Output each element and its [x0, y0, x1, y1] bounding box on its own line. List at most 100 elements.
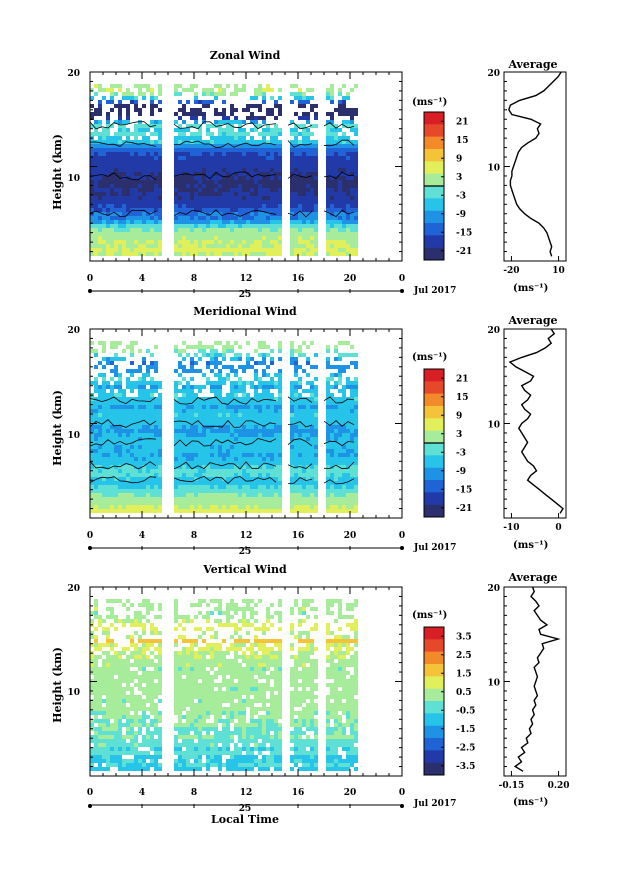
heatmap-cell: [346, 409, 350, 413]
heatmap-cell: [338, 485, 342, 489]
heatmap-cell: [238, 176, 242, 180]
heatmap-cell: [178, 188, 182, 192]
heatmap-cell: [122, 357, 126, 361]
heatmap-cell: [326, 244, 330, 248]
heatmap-cell: [150, 248, 154, 252]
heatmap-cell: [206, 377, 210, 381]
heatmap-cell: [202, 188, 206, 192]
heatmap-cell: [146, 212, 150, 216]
heatmap-cell: [90, 659, 94, 663]
heatmap-cell: [230, 501, 234, 505]
heatmap-cell: [214, 361, 218, 365]
heatmap-cell: [94, 204, 98, 208]
heatmap-cell: [274, 232, 278, 236]
heatmap-cell: [106, 188, 110, 192]
heatmap-cell: [250, 509, 254, 513]
heatmap-cell: [354, 152, 358, 156]
heatmap-cell: [302, 417, 306, 421]
heatmap-cell: [258, 409, 262, 413]
heatmap-cell: [134, 477, 138, 481]
heatmap-cell: [102, 244, 106, 248]
heatmap-cell: [142, 445, 146, 449]
heatmap-cell: [98, 453, 102, 457]
heatmap-cell: [114, 104, 118, 108]
heatmap-cell: [266, 148, 270, 152]
heatmap-cell: [182, 489, 186, 493]
heatmap-cell: [158, 437, 162, 441]
heatmap-cell: [94, 639, 98, 643]
heatmap-cell: [354, 385, 358, 389]
heatmap-cell: [242, 140, 246, 144]
heatmap-cell: [250, 172, 254, 176]
heatmap-cell: [138, 409, 142, 413]
heatmap-cell: [222, 240, 226, 244]
heatmap-cell: [110, 723, 114, 727]
heatmap-cell: [174, 164, 178, 168]
heatmap-cell: [202, 497, 206, 501]
heatmap-cell: [342, 224, 346, 228]
heatmap-cell: [146, 220, 150, 224]
heatmap-cell: [102, 377, 106, 381]
heatmap-cell: [214, 232, 218, 236]
heatmap-cell: [94, 615, 98, 619]
heatmap-cell: [278, 204, 282, 208]
heatmap-cell: [258, 156, 262, 160]
heatmap-cell: [106, 160, 110, 164]
heatmap-cell: [194, 136, 198, 140]
heatmap-cell: [226, 441, 230, 445]
heatmap-cell: [110, 695, 114, 699]
heatmap-cell: [258, 140, 262, 144]
heatmap-cell: [218, 393, 222, 397]
heatmap-cell: [182, 493, 186, 497]
heatmap-cell: [138, 108, 142, 112]
heatmap-cell: [146, 88, 150, 92]
colorbar-segment: [424, 492, 444, 505]
heatmap-cell: [186, 128, 190, 132]
heatmap-cell: [314, 240, 318, 244]
heatmap-cell: [98, 413, 102, 417]
heatmap-cell: [146, 208, 150, 212]
heatmap-cell: [270, 96, 274, 100]
heatmap-cell: [186, 345, 190, 349]
heatmap-cell: [310, 341, 314, 345]
heatmap-cell: [134, 401, 138, 405]
heatmap-cell: [306, 373, 310, 377]
heatmap-cell: [234, 152, 238, 156]
heatmap-cell: [338, 381, 342, 385]
heatmap-cell: [294, 425, 298, 429]
heatmap-cell: [134, 244, 138, 248]
heatmap-cell: [310, 481, 314, 485]
heatmap-cell: [270, 357, 274, 361]
heatmap-cell: [138, 220, 142, 224]
heatmap-cell: [202, 429, 206, 433]
heatmap-cell: [178, 501, 182, 505]
heatmap-cell: [334, 469, 338, 473]
heatmap-cell: [310, 144, 314, 148]
heatmap-cell: [294, 481, 298, 485]
heatmap-cell: [246, 409, 250, 413]
heatmap-cell: [98, 132, 102, 136]
heatmap-cell: [138, 385, 142, 389]
heatmap-cell: [270, 164, 274, 168]
heatmap-cell: [334, 397, 338, 401]
heatmap-cell: [134, 449, 138, 453]
heatmap-cell: [90, 156, 94, 160]
heatmap-cell: [178, 148, 182, 152]
heatmap-cell: [106, 180, 110, 184]
heatmap-cell: [202, 212, 206, 216]
heatmap-cell: [206, 140, 210, 144]
heatmap-cell: [126, 204, 130, 208]
heatmap-cell: [186, 168, 190, 172]
heatmap-cell: [346, 224, 350, 228]
heatmap-cell: [238, 124, 242, 128]
heatmap-cell: [210, 220, 214, 224]
heatmap-cell: [234, 172, 238, 176]
heatmap-cell: [186, 248, 190, 252]
heatmap-cell: [118, 228, 122, 232]
heatmap-cell: [126, 132, 130, 136]
heatmap-cell: [302, 413, 306, 417]
heatmap-cell: [294, 469, 298, 473]
heatmap-cell: [202, 409, 206, 413]
heatmap-cell: [98, 655, 102, 659]
heatmap-cell: [342, 369, 346, 373]
